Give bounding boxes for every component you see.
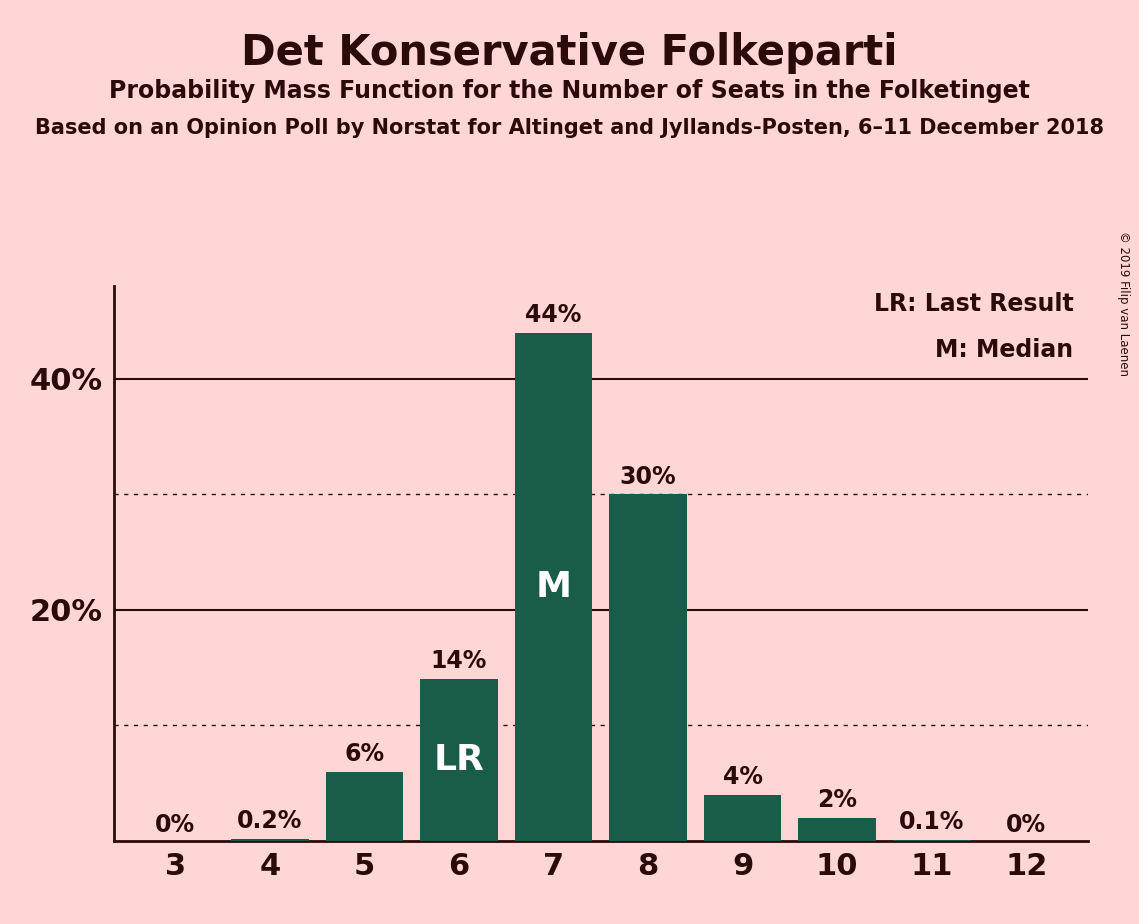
Text: 0%: 0% [155,813,196,837]
Text: Det Konservative Folkeparti: Det Konservative Folkeparti [241,32,898,74]
Text: © 2019 Filip van Laenen: © 2019 Filip van Laenen [1117,231,1130,376]
Bar [893,840,970,841]
Text: 2%: 2% [817,788,858,812]
Bar [515,333,592,841]
Text: 6%: 6% [344,742,385,766]
Text: LR: Last Result: LR: Last Result [874,292,1074,316]
Text: M: M [535,570,572,603]
Text: Probability Mass Function for the Number of Seats in the Folketinget: Probability Mass Function for the Number… [109,79,1030,103]
Bar [420,679,498,841]
Text: LR: LR [434,743,484,777]
Text: 14%: 14% [431,650,487,674]
Bar [704,795,781,841]
Bar [326,772,403,841]
Text: 4%: 4% [722,765,763,789]
Text: 30%: 30% [620,465,677,489]
Bar [231,839,309,841]
Text: 44%: 44% [525,303,582,327]
Text: M: Median: M: Median [935,338,1074,362]
Bar [798,818,876,841]
Text: 0.1%: 0.1% [899,810,965,833]
Text: Based on an Opinion Poll by Norstat for Altinget and Jyllands-Posten, 6–11 Decem: Based on an Opinion Poll by Norstat for … [35,118,1104,139]
Text: 0.2%: 0.2% [237,808,303,833]
Bar [609,494,687,841]
Text: 0%: 0% [1006,813,1047,837]
